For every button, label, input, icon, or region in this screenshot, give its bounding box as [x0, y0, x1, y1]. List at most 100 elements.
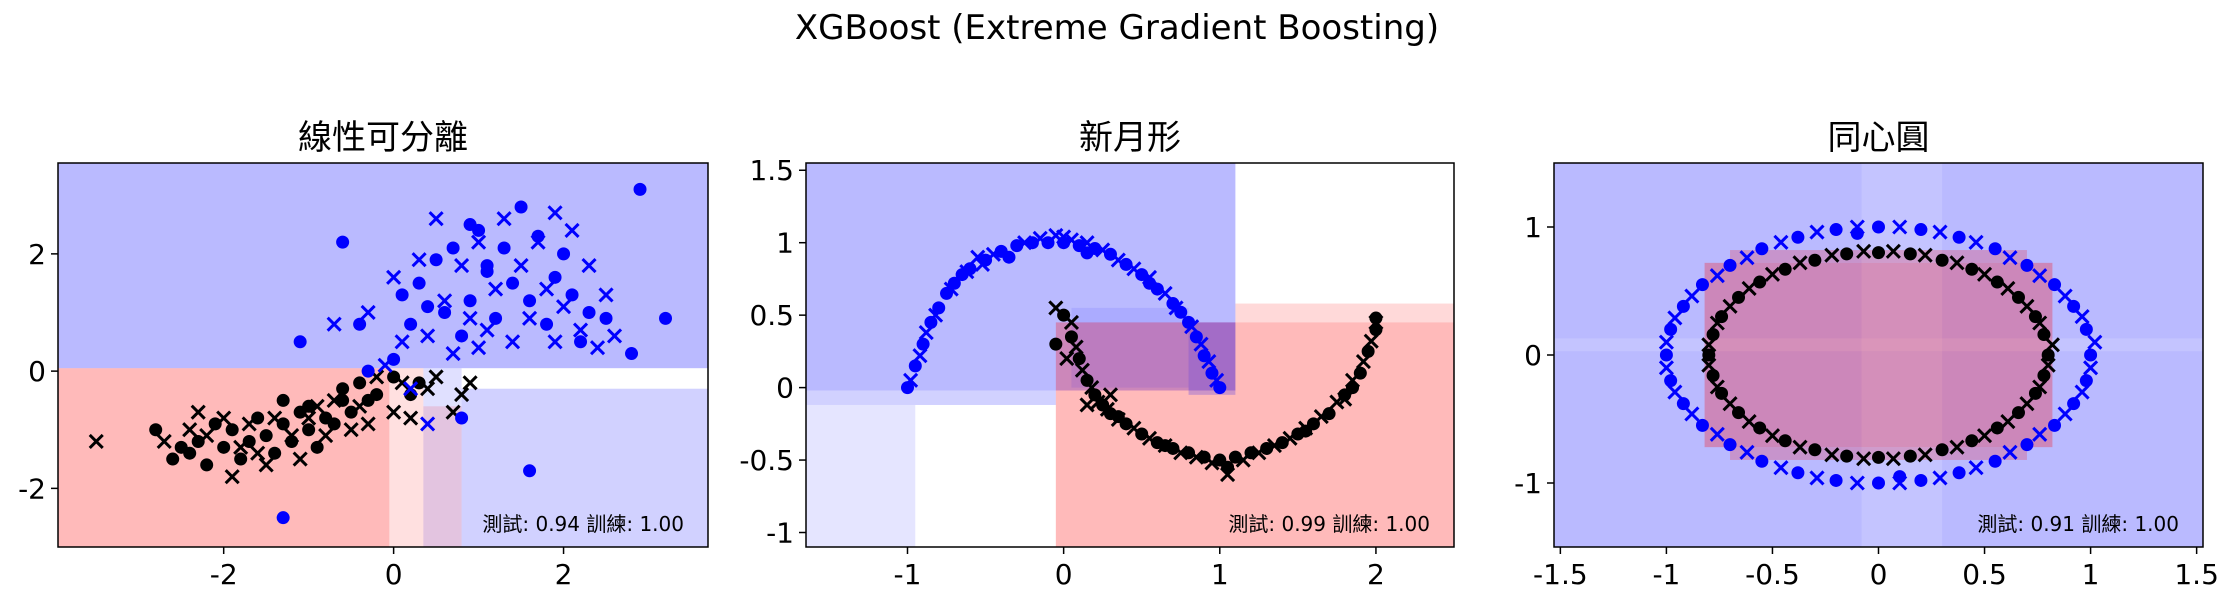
data-point-cross — [241, 416, 257, 432]
data-point-circle — [412, 276, 426, 290]
x-tick-label: 1 — [2082, 558, 2100, 591]
data-point-circle — [2037, 368, 2051, 382]
x-tick-label: 1 — [1211, 558, 1229, 591]
data-point-circle — [1664, 322, 1678, 336]
x-tick-label: 0 — [1055, 558, 1073, 591]
data-point-cross — [1792, 255, 1808, 271]
data-point-cross — [547, 334, 563, 350]
data-point-circle — [421, 300, 435, 314]
data-point-cross — [1110, 252, 1126, 268]
data-point-cross — [471, 340, 487, 356]
data-point-circle — [1952, 466, 1966, 480]
data-point-circle — [293, 335, 307, 349]
data-point-circle — [1914, 473, 1928, 487]
data-point-cross — [454, 258, 470, 274]
x-tick-label: 0.5 — [1962, 558, 2007, 591]
data-point-cross — [547, 205, 563, 221]
data-point-cross — [918, 324, 934, 341]
figure-title: XGBoost (Extreme Gradient Boosting) — [794, 8, 1440, 48]
data-point-cross — [1976, 428, 1993, 444]
data-point-cross — [156, 433, 172, 450]
data-point-circle — [574, 335, 588, 349]
score-text: 測試: 0.99 訓練: 1.00 — [1228, 512, 1430, 536]
y-tick-label: -1 — [1514, 467, 1542, 500]
data-point-circle — [1695, 278, 1709, 292]
data-point-cross — [1201, 353, 1217, 370]
data-point-circle — [1778, 434, 1792, 448]
data-point-cross — [326, 316, 342, 332]
data-point-cross — [1074, 362, 1090, 378]
y-tick-label: -0.5 — [739, 444, 794, 477]
data-point-cross — [318, 428, 334, 444]
data-point-circle — [1872, 220, 1885, 234]
data-point-cross — [943, 281, 959, 297]
data-point-cross — [2032, 315, 2048, 331]
data-point-circle — [2084, 348, 2098, 362]
data-point-cross — [1667, 384, 1683, 400]
data-point-cross — [1741, 413, 1757, 430]
data-point-circle — [1829, 473, 1843, 487]
data-point-circle — [1840, 247, 1854, 261]
data-point-cross — [2032, 268, 2048, 284]
data-point-cross — [1949, 255, 1965, 271]
decision-region — [58, 163, 708, 369]
decision-region — [806, 390, 1056, 405]
data-point-cross — [309, 398, 325, 414]
data-point-cross — [1809, 224, 1825, 240]
data-point-cross — [1313, 409, 1329, 425]
data-point-circle — [1840, 449, 1854, 463]
data-point-circle — [1935, 443, 1949, 457]
data-point-cross — [1792, 439, 1808, 455]
data-point-circle — [353, 317, 367, 331]
score-text: 測試: 0.94 訓練: 1.00 — [482, 512, 684, 536]
data-point-circle — [480, 264, 494, 278]
data-point-cross — [190, 404, 206, 420]
data-point-cross — [496, 211, 512, 227]
data-point-circle — [1914, 223, 1928, 237]
data-point-circle — [404, 317, 418, 331]
data-point-circle — [1088, 388, 1102, 402]
data-point-cross — [1059, 351, 1075, 367]
data-point-cross — [1084, 380, 1100, 396]
data-point-cross — [1102, 387, 1119, 403]
data-point-circle — [455, 411, 469, 425]
data-point-cross — [1157, 438, 1173, 454]
data-point-cross — [2019, 396, 2035, 412]
data-point-cross — [1741, 280, 1757, 297]
x-tick-label: -2 — [210, 558, 238, 591]
data-point-circle — [268, 446, 282, 460]
data-point-circle — [924, 315, 938, 329]
data-point-circle — [251, 411, 265, 425]
data-point-cross — [377, 357, 393, 373]
data-point-cross — [1355, 353, 1372, 370]
data-point-cross — [1079, 397, 1095, 413]
subplot-title: 線性可分離 — [298, 118, 468, 158]
data-point-circle — [200, 458, 214, 472]
data-point-cross — [1184, 319, 1200, 335]
decision-regions — [806, 163, 1454, 547]
data-point-cross — [530, 234, 546, 250]
data-point-cross — [1701, 357, 1717, 373]
data-point-circle — [1064, 330, 1078, 344]
y-tick-label: 2 — [28, 238, 46, 271]
x-tick-label: -1 — [1652, 558, 1680, 591]
data-point-circle — [1965, 262, 1979, 276]
data-point-circle — [1049, 337, 1063, 351]
data-point-circle — [234, 452, 248, 466]
data-point-circle — [259, 429, 273, 443]
data-point-cross — [555, 299, 572, 315]
data-point-circle — [1723, 438, 1737, 452]
data-point-cross — [437, 293, 453, 309]
data-point-cross — [1849, 219, 1865, 235]
data-point-circle — [191, 434, 205, 448]
data-point-cross — [539, 281, 555, 297]
data-point-cross — [1095, 242, 1111, 258]
x-tick-label: 0 — [385, 558, 403, 591]
data-point-cross — [2083, 360, 2099, 376]
data-point-cross — [326, 392, 342, 408]
data-point-cross — [2057, 288, 2073, 304]
data-point-cross — [1917, 247, 1933, 263]
data-point-circle — [302, 423, 316, 437]
data-point-cross — [1722, 298, 1738, 314]
